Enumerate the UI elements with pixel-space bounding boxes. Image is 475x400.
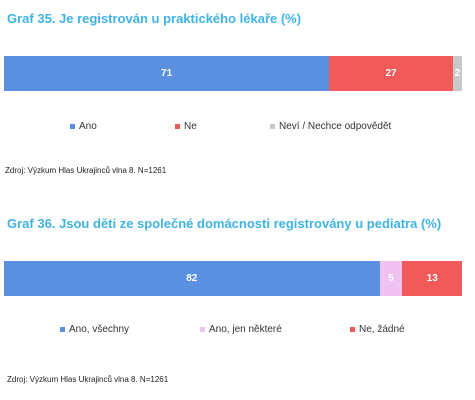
bar-segment: 13 (402, 261, 462, 296)
bar-segment: 5 (379, 261, 403, 296)
legend-item: Ne (175, 121, 197, 132)
legend-label: Ano (79, 121, 97, 132)
data-label: 5 (388, 273, 394, 284)
legend-swatch (270, 124, 275, 129)
data-label: 82 (186, 273, 198, 284)
legend-label: Ano, jen některé (209, 324, 282, 335)
legend-swatch (70, 124, 75, 129)
source-note: Zdroj: Výzkum Hlas Ukrajinců vlna 8. N=1… (5, 166, 167, 175)
legend: Ano, všechny Ano, jen některé Ne, žádné (0, 324, 475, 338)
legend-swatch (350, 327, 355, 332)
legend-swatch (60, 327, 65, 332)
bar-segment: 27 (329, 56, 453, 91)
legend-label: Ne, žádné (359, 324, 405, 335)
legend-swatch (175, 124, 180, 129)
data-label: 2 (454, 68, 461, 79)
data-label: 27 (385, 68, 397, 79)
legend-label: Ne (184, 121, 197, 132)
bar-segment: 82 (4, 261, 380, 296)
chart-title: Graf 36. Jsou děti ze společné domácnost… (7, 216, 442, 231)
legend-item: Ne, žádné (350, 324, 405, 335)
legend-item: Ano, všechny (60, 324, 129, 335)
legend-item: Ano (70, 121, 97, 132)
source-note: Zdroj: Výzkum Hlas Ukrajinců vlna 8. N=1… (7, 375, 169, 384)
bar-segment: 2 (452, 56, 462, 91)
legend-item: Ano, jen některé (200, 324, 282, 335)
legend-item: Neví / Nechce odpovědět (270, 121, 391, 132)
stacked-bar: 82 5 13 (4, 261, 462, 296)
chart-title: Graf 35. Je registrován u praktického lé… (7, 11, 302, 26)
legend-swatch (200, 327, 205, 332)
legend: Ano Ne Neví / Nechce odpovědět (0, 121, 475, 135)
legend-label: Ano, všechny (69, 324, 130, 335)
data-label: 71 (161, 68, 173, 79)
legend-label: Neví / Nechce odpovědět (279, 121, 392, 132)
stacked-bar: 71 27 2 (4, 56, 462, 91)
bar-segment: 71 (4, 56, 330, 91)
data-label: 13 (426, 273, 438, 284)
